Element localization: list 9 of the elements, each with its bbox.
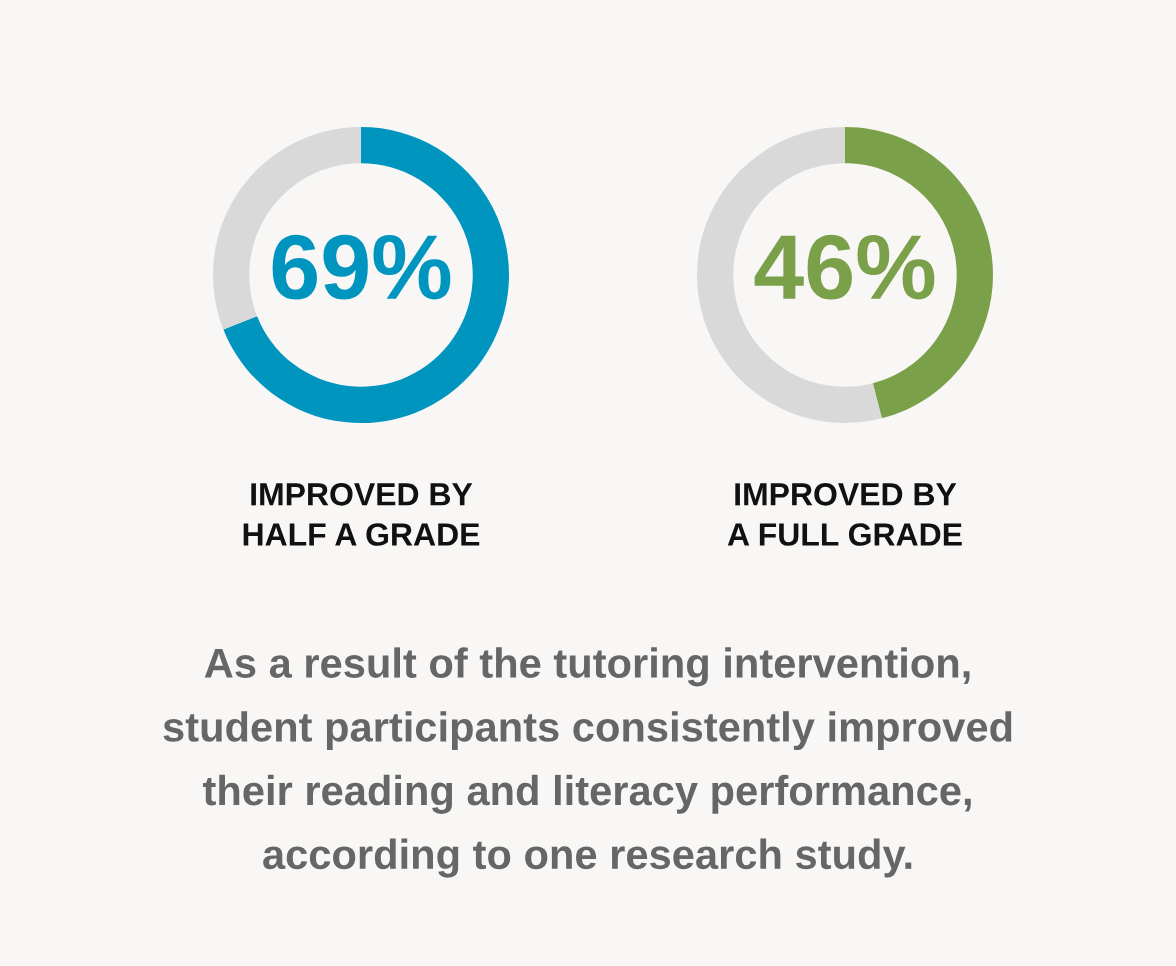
text: student participants consistently improved: [163, 711, 1012, 751]
text: their reading and literacy performance,: [202, 774, 971, 814]
data-label: 46%: [754, 234, 935, 300]
text: IMPROVED BY A FULL GRADE: [727, 483, 962, 546]
data-label: 69%: [272, 234, 451, 300]
text: IMPROVED BY HALF A GRADE: [243, 483, 480, 546]
text: As a result of the tutoring intervention,: [204, 647, 970, 687]
text: according to one research study.: [263, 838, 912, 878]
donut-slice: [223, 127, 509, 423]
